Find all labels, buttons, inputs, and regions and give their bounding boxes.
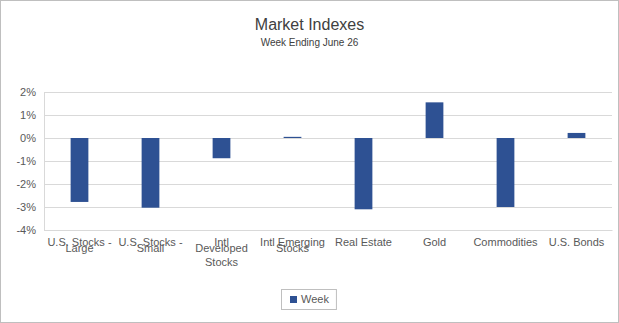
legend-border — [282, 290, 337, 310]
x-tick-label: Intl EmergingStocks — [260, 236, 325, 254]
legend: Week — [282, 290, 337, 310]
x-tick-label: U.S. Stocks -Large — [47, 236, 112, 254]
y-tick-label: -4% — [16, 224, 36, 236]
chart-border — [1, 1, 619, 323]
bars — [71, 102, 586, 209]
y-axis: -4% -3% -2% -1% 0% 1% 2% — [16, 86, 44, 236]
x-tick-label: IntlDevelopedStocks — [195, 236, 248, 268]
x-tick: U.S. Bonds — [549, 230, 605, 248]
gridline — [44, 115, 612, 116]
gridline — [44, 184, 612, 185]
bar — [355, 138, 373, 209]
x-tick: IntlDevelopedStocks — [195, 230, 248, 268]
bar — [497, 138, 515, 207]
gridline — [44, 92, 612, 93]
x-tick-label: Gold — [423, 236, 446, 248]
gridline — [44, 161, 612, 162]
y-tick-label: 0% — [20, 132, 36, 144]
bar — [284, 137, 302, 138]
legend-label: Week — [301, 293, 329, 305]
x-tick: Intl EmergingStocks — [260, 230, 325, 254]
gridlines — [44, 93, 612, 231]
gridline — [44, 230, 612, 231]
x-axis: U.S. Stocks -Large U.S. Stocks -Small Intl… — [45, 230, 613, 268]
y-axis-line — [44, 93, 45, 231]
y-tick-label: -3% — [16, 201, 36, 213]
bar — [213, 138, 231, 158]
y-tick: -1% — [16, 155, 44, 167]
x-tick-label: Commodities — [473, 236, 538, 248]
legend-swatch — [290, 296, 297, 303]
gridline — [44, 207, 612, 208]
x-tick-label: U.S. Stocks -Small — [118, 236, 183, 254]
x-tick: Commodities — [473, 230, 538, 248]
y-tick: -2% — [16, 178, 44, 190]
x-tick: Real Estate — [335, 230, 392, 248]
y-tick: -3% — [16, 201, 44, 213]
x-tick: U.S. Stocks -Small — [118, 230, 183, 254]
y-tick-label: -2% — [16, 178, 36, 190]
x-tick: Gold — [423, 230, 446, 248]
gridline — [44, 138, 612, 139]
title: Market Indexes — [255, 16, 364, 33]
y-tick-label: -1% — [16, 155, 36, 167]
bar — [142, 138, 160, 208]
x-axis-line — [45, 230, 613, 231]
subtitle: Week Ending June 26 — [261, 37, 359, 48]
chart: Market IndexesWeek Ending June 26-4%-3%-… — [0, 0, 619, 323]
x-tick-label: Real Estate — [335, 236, 392, 248]
x-tick: U.S. Stocks -Large — [47, 230, 112, 254]
x-tick-label: U.S. Bonds — [549, 236, 605, 248]
bar — [568, 133, 586, 138]
bar — [71, 138, 89, 202]
bar — [426, 102, 444, 138]
y-tick-label: 2% — [20, 86, 36, 98]
y-tick: 1% — [20, 109, 44, 121]
y-tick: 0% — [20, 132, 44, 144]
y-tick: -4% — [16, 224, 44, 236]
legend-item: Week — [290, 293, 329, 305]
y-tick-label: 1% — [20, 109, 36, 121]
y-tick: 2% — [20, 86, 44, 98]
